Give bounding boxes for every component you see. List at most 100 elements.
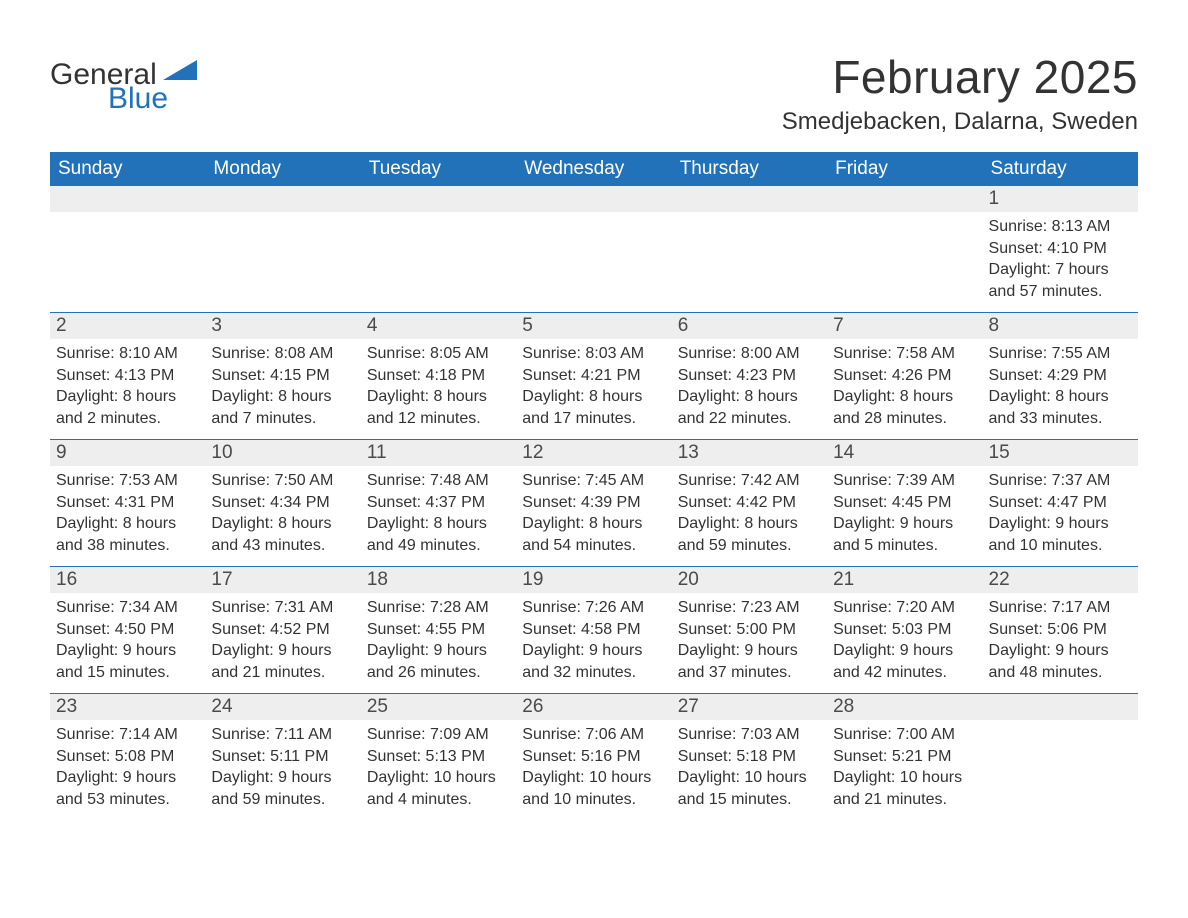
daylight-text: Daylight: 8 hours and 38 minutes. bbox=[56, 513, 199, 556]
day-number: 7 bbox=[827, 313, 982, 339]
sunset-text: Sunset: 5:13 PM bbox=[367, 746, 510, 768]
sunset-text: Sunset: 4:39 PM bbox=[522, 492, 665, 514]
day-number: 26 bbox=[516, 694, 671, 720]
day-cell: 23Sunrise: 7:14 AMSunset: 5:08 PMDayligh… bbox=[50, 694, 205, 820]
sunrise-text: Sunrise: 7:31 AM bbox=[211, 597, 354, 619]
day-details: Sunrise: 7:45 AMSunset: 4:39 PMDaylight:… bbox=[516, 466, 671, 562]
day-number: 8 bbox=[983, 313, 1138, 339]
sunset-text: Sunset: 4:58 PM bbox=[522, 619, 665, 641]
day-number bbox=[361, 186, 516, 212]
sunrise-text: Sunrise: 7:42 AM bbox=[678, 470, 821, 492]
day-number: 15 bbox=[983, 440, 1138, 466]
week-row: 9Sunrise: 7:53 AMSunset: 4:31 PMDaylight… bbox=[50, 439, 1138, 566]
sunrise-text: Sunrise: 8:08 AM bbox=[211, 343, 354, 365]
daylight-text: Daylight: 10 hours and 21 minutes. bbox=[833, 767, 976, 810]
sunset-text: Sunset: 4:47 PM bbox=[989, 492, 1132, 514]
sunrise-text: Sunrise: 7:06 AM bbox=[522, 724, 665, 746]
day-cell: 9Sunrise: 7:53 AMSunset: 4:31 PMDaylight… bbox=[50, 440, 205, 566]
day-cell: 10Sunrise: 7:50 AMSunset: 4:34 PMDayligh… bbox=[205, 440, 360, 566]
day-number: 1 bbox=[983, 186, 1138, 212]
daylight-text: Daylight: 9 hours and 10 minutes. bbox=[989, 513, 1132, 556]
sunset-text: Sunset: 5:03 PM bbox=[833, 619, 976, 641]
sunset-text: Sunset: 5:21 PM bbox=[833, 746, 976, 768]
weekday-header: Monday bbox=[205, 152, 360, 186]
day-details: Sunrise: 7:26 AMSunset: 4:58 PMDaylight:… bbox=[516, 593, 671, 689]
sunset-text: Sunset: 4:10 PM bbox=[989, 238, 1132, 260]
day-number: 12 bbox=[516, 440, 671, 466]
sunset-text: Sunset: 4:23 PM bbox=[678, 365, 821, 387]
weekday-header-row: Sunday Monday Tuesday Wednesday Thursday… bbox=[50, 152, 1138, 186]
day-number: 23 bbox=[50, 694, 205, 720]
sunset-text: Sunset: 4:31 PM bbox=[56, 492, 199, 514]
day-cell: 1Sunrise: 8:13 AMSunset: 4:10 PMDaylight… bbox=[983, 186, 1138, 312]
sunrise-text: Sunrise: 7:53 AM bbox=[56, 470, 199, 492]
sunrise-text: Sunrise: 7:58 AM bbox=[833, 343, 976, 365]
day-details: Sunrise: 7:17 AMSunset: 5:06 PMDaylight:… bbox=[983, 593, 1138, 689]
day-cell: 18Sunrise: 7:28 AMSunset: 4:55 PMDayligh… bbox=[361, 567, 516, 693]
day-details: Sunrise: 7:50 AMSunset: 4:34 PMDaylight:… bbox=[205, 466, 360, 562]
sunset-text: Sunset: 4:21 PM bbox=[522, 365, 665, 387]
logo-triangle-icon bbox=[163, 60, 197, 80]
day-cell: 28Sunrise: 7:00 AMSunset: 5:21 PMDayligh… bbox=[827, 694, 982, 820]
day-cell: 17Sunrise: 7:31 AMSunset: 4:52 PMDayligh… bbox=[205, 567, 360, 693]
sunrise-text: Sunrise: 7:34 AM bbox=[56, 597, 199, 619]
day-number bbox=[983, 694, 1138, 720]
day-details: Sunrise: 7:11 AMSunset: 5:11 PMDaylight:… bbox=[205, 720, 360, 816]
day-number: 19 bbox=[516, 567, 671, 593]
day-cell: 19Sunrise: 7:26 AMSunset: 4:58 PMDayligh… bbox=[516, 567, 671, 693]
day-number: 3 bbox=[205, 313, 360, 339]
day-cell: 5Sunrise: 8:03 AMSunset: 4:21 PMDaylight… bbox=[516, 313, 671, 439]
day-details: Sunrise: 8:03 AMSunset: 4:21 PMDaylight:… bbox=[516, 339, 671, 435]
day-number bbox=[50, 186, 205, 212]
week-row: 16Sunrise: 7:34 AMSunset: 4:50 PMDayligh… bbox=[50, 566, 1138, 693]
day-number: 13 bbox=[672, 440, 827, 466]
daylight-text: Daylight: 9 hours and 59 minutes. bbox=[211, 767, 354, 810]
day-number: 28 bbox=[827, 694, 982, 720]
sunset-text: Sunset: 5:16 PM bbox=[522, 746, 665, 768]
day-details: Sunrise: 7:20 AMSunset: 5:03 PMDaylight:… bbox=[827, 593, 982, 689]
day-cell: 13Sunrise: 7:42 AMSunset: 4:42 PMDayligh… bbox=[672, 440, 827, 566]
sunset-text: Sunset: 5:11 PM bbox=[211, 746, 354, 768]
day-details: Sunrise: 8:08 AMSunset: 4:15 PMDaylight:… bbox=[205, 339, 360, 435]
weekday-header: Tuesday bbox=[361, 152, 516, 186]
day-cell: 12Sunrise: 7:45 AMSunset: 4:39 PMDayligh… bbox=[516, 440, 671, 566]
weekday-header: Saturday bbox=[983, 152, 1138, 186]
weeks-container: 1Sunrise: 8:13 AMSunset: 4:10 PMDaylight… bbox=[50, 186, 1138, 820]
sunset-text: Sunset: 5:18 PM bbox=[678, 746, 821, 768]
sunrise-text: Sunrise: 7:17 AM bbox=[989, 597, 1132, 619]
day-cell bbox=[983, 694, 1138, 820]
day-details: Sunrise: 7:03 AMSunset: 5:18 PMDaylight:… bbox=[672, 720, 827, 816]
daylight-text: Daylight: 8 hours and 59 minutes. bbox=[678, 513, 821, 556]
day-details: Sunrise: 7:48 AMSunset: 4:37 PMDaylight:… bbox=[361, 466, 516, 562]
header: General Blue February 2025 Smedjebacken,… bbox=[50, 40, 1138, 146]
day-cell: 4Sunrise: 8:05 AMSunset: 4:18 PMDaylight… bbox=[361, 313, 516, 439]
sunrise-text: Sunrise: 8:05 AM bbox=[367, 343, 510, 365]
sunrise-text: Sunrise: 7:11 AM bbox=[211, 724, 354, 746]
day-cell bbox=[205, 186, 360, 312]
day-details: Sunrise: 7:06 AMSunset: 5:16 PMDaylight:… bbox=[516, 720, 671, 816]
weekday-header: Thursday bbox=[672, 152, 827, 186]
daylight-text: Daylight: 8 hours and 49 minutes. bbox=[367, 513, 510, 556]
sunrise-text: Sunrise: 7:26 AM bbox=[522, 597, 665, 619]
day-number bbox=[516, 186, 671, 212]
day-number: 18 bbox=[361, 567, 516, 593]
daylight-text: Daylight: 8 hours and 33 minutes. bbox=[989, 386, 1132, 429]
daylight-text: Daylight: 7 hours and 57 minutes. bbox=[989, 259, 1132, 302]
daylight-text: Daylight: 9 hours and 5 minutes. bbox=[833, 513, 976, 556]
page: General Blue February 2025 Smedjebacken,… bbox=[0, 0, 1188, 918]
sunrise-text: Sunrise: 7:28 AM bbox=[367, 597, 510, 619]
day-cell: 2Sunrise: 8:10 AMSunset: 4:13 PMDaylight… bbox=[50, 313, 205, 439]
sunrise-text: Sunrise: 7:48 AM bbox=[367, 470, 510, 492]
day-cell: 8Sunrise: 7:55 AMSunset: 4:29 PMDaylight… bbox=[983, 313, 1138, 439]
weekday-header: Wednesday bbox=[516, 152, 671, 186]
sunrise-text: Sunrise: 7:37 AM bbox=[989, 470, 1132, 492]
sunrise-text: Sunrise: 7:55 AM bbox=[989, 343, 1132, 365]
day-details: Sunrise: 7:14 AMSunset: 5:08 PMDaylight:… bbox=[50, 720, 205, 816]
daylight-text: Daylight: 8 hours and 54 minutes. bbox=[522, 513, 665, 556]
sunrise-text: Sunrise: 8:00 AM bbox=[678, 343, 821, 365]
daylight-text: Daylight: 9 hours and 26 minutes. bbox=[367, 640, 510, 683]
daylight-text: Daylight: 8 hours and 17 minutes. bbox=[522, 386, 665, 429]
day-details: Sunrise: 7:34 AMSunset: 4:50 PMDaylight:… bbox=[50, 593, 205, 689]
sunset-text: Sunset: 4:34 PM bbox=[211, 492, 354, 514]
day-details: Sunrise: 7:23 AMSunset: 5:00 PMDaylight:… bbox=[672, 593, 827, 689]
